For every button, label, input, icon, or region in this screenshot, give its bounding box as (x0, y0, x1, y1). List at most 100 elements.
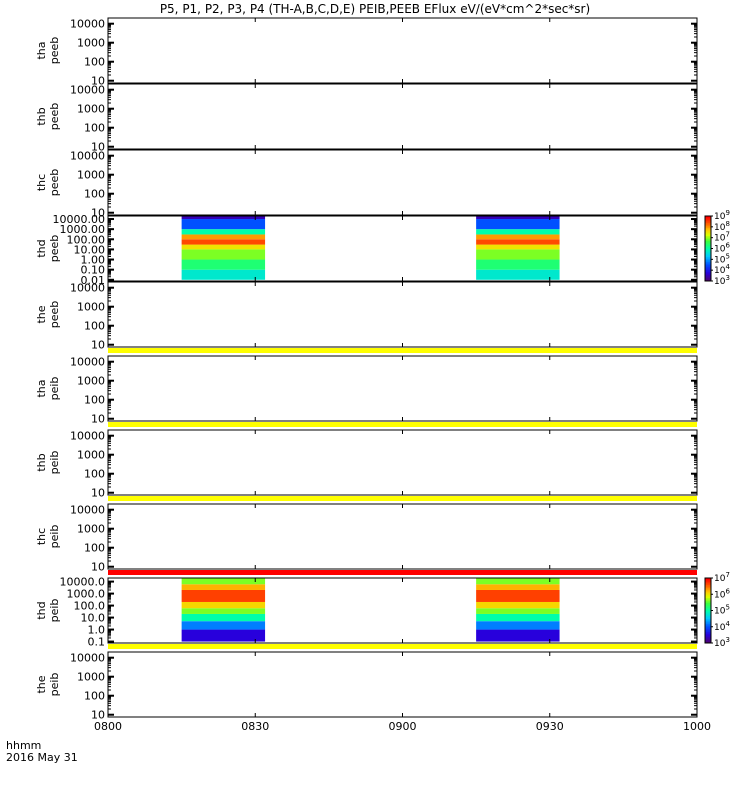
panel-thd-peib-colorbar-step (705, 610, 711, 613)
panel-thd-peib-probe-label: thd (35, 601, 48, 619)
panel-thd-peib-colorbar-step (705, 638, 711, 641)
panel-thd-peeb-block-1-band-8 (181, 219, 266, 230)
panel-thd-peeb-colorbar-step (705, 246, 711, 249)
panel-thd-peeb-colorbar-step (705, 229, 711, 232)
panel-thd-peib-colorbar-label: 104 (714, 620, 730, 633)
xtick-label: 0930 (536, 720, 564, 733)
panel-tha-peib-ytick-label: 1000 (77, 375, 105, 388)
panel-thb-peeb-frame (107, 83, 698, 150)
panel-thd-peeb-block-2-band-3 (476, 249, 560, 260)
panel-thb-peeb-ytick-label: 10000 (70, 84, 105, 97)
panel-thd-peeb-colorbar-step (705, 271, 711, 274)
panel-thd-peib-ytick-label: 1.0 (88, 624, 106, 637)
panel-thd-peeb-ytick-label: 1000.00 (60, 223, 106, 236)
panel-thd-peeb-ytick-label: 100.00 (67, 233, 106, 246)
panel-thd-peib-colorbar-step (705, 582, 711, 585)
panel-the-peeb-ytick-label: 10000 (70, 282, 105, 295)
date-label: 2016 May 31 (6, 751, 78, 764)
panel-thd-peeb-block-2-band-4 (476, 244, 560, 250)
panel-thd-peeb-block-1-band-2 (181, 259, 266, 270)
panel-thd-peib-colorbar-label: 105 (714, 604, 730, 617)
panel-thc-peib-ytick-label: 1000 (77, 523, 105, 536)
panel-the-peeb-product-label: peeb (48, 301, 61, 329)
panel-thd-peib-colorbar-step (705, 625, 711, 628)
panel-thd-peib-block-1-band-4 (181, 608, 266, 614)
xtick-label: 0830 (241, 720, 269, 733)
panel-thd-peib-colorbar-label: 107 (714, 571, 730, 584)
panel-thd-peeb-block-2-band-5 (476, 239, 560, 245)
panel-thd-peeb-colorbar-label: 103 (714, 274, 730, 287)
panel-thd-peeb-colorbar-step (705, 248, 711, 251)
panel-thd-peeb-colorbar-step (705, 233, 711, 236)
panel-thd-peib-colorbar-step (705, 613, 711, 616)
panel-thd-peeb-colorbar-step (705, 219, 711, 222)
panel-thd-peeb-colorbar-step (705, 250, 711, 253)
panel-thc-peeb-ytick-label: 1000 (77, 169, 105, 182)
panel-thd-peib-colorbar-step (705, 620, 711, 623)
panel-thd-peib-colorbar-step (705, 597, 711, 600)
panel-thd-peib-colorbar-step (705, 600, 711, 603)
panel-thb-peeb-product-label: peeb (48, 103, 61, 131)
panel-thd-peib-block-2-band-1 (476, 629, 560, 642)
panel-thb-peeb-ytick-label: 10 (91, 141, 105, 154)
panel-thd-peeb-colorbar-step (705, 232, 711, 235)
panel-thb-peib-probe-label: thb (35, 453, 48, 471)
panel-thd-peib-colorbar-step (705, 626, 711, 629)
panel-thb-peib-ytick-label: 1000 (77, 449, 105, 462)
panel-thd-peeb-colorbar-label: 108 (714, 220, 730, 233)
panel-thd-peib-colorbar-step (705, 618, 711, 621)
panel-thd-peeb-colorbar-step (705, 268, 711, 271)
panel-thd-peib-colorbar-step (705, 589, 711, 592)
panel-thd-peib-colorbar-step (705, 608, 711, 611)
panel-thd-peeb-ytick-label: 1.00 (81, 254, 106, 267)
panel-thd-peeb-block-2-band-8 (476, 219, 560, 230)
panel-thd-peib-block-2-band-6 (476, 589, 560, 602)
panel-thd-peib-ytick-label: 100.0 (74, 600, 106, 613)
panel-thd-peeb-colorbar-label: 106 (714, 242, 730, 255)
panel-thd-peeb-colorbar-step (705, 217, 711, 220)
panel-thd-peib-colorbar-step (705, 581, 711, 584)
panel-thd-peeb-colorbar-label: 107 (714, 231, 730, 244)
panel-thd-peib-colorbar-step (705, 628, 711, 631)
panel-thd-peib-block-2-band-5 (476, 601, 560, 609)
panel-thb-peib-ytick-label: 10 (91, 487, 105, 500)
panel-thd-peeb-colorbar-step (705, 245, 711, 248)
panel-thc-peib-status-bar (108, 570, 697, 575)
panel-tha-peeb-frame (107, 17, 698, 84)
panel-thd-peeb-ytick-label: 0.10 (81, 264, 106, 277)
panel-thd-peeb-colorbar-step (705, 261, 711, 264)
panel-thd-peeb-colorbar-step (705, 266, 711, 269)
panel-tha-peeb-ytick-label: 10 (91, 75, 105, 88)
panel-thd-peeb-colorbar-step (705, 269, 711, 272)
panel-thd-peib-colorbar-step (705, 591, 711, 594)
panel-thd-peeb-product-label: peeb (48, 235, 61, 263)
panel-thd-peeb-block-2-band-9 (476, 216, 560, 220)
panel-thd-peeb-block-2-band-7 (476, 229, 560, 235)
panel-thd-peeb-colorbar-step (705, 259, 711, 262)
panel-thd-peib-colorbar-step (705, 584, 711, 587)
panel-thd-peib-block-2-band-4 (476, 608, 560, 614)
panel-thd-peib-colorbar-label: 103 (714, 636, 730, 649)
panel-thd-peib-colorbar-step (705, 615, 711, 618)
panel-thc-peeb-ytick-label: 10 (91, 207, 105, 220)
panel-thd-peib-colorbar-step (705, 578, 711, 581)
panel-tha-peib-ytick-label: 10 (91, 413, 105, 426)
panel-thb-peeb-ytick-label: 1000 (77, 103, 105, 116)
panel-thd-peib-colorbar-step (705, 617, 711, 620)
panel-the-peib-ytick-label: 10 (91, 709, 105, 722)
panel-thd-peib-ytick-label: 10000.0 (60, 576, 106, 589)
panel-thd-peib-ytick-label: 0.1 (88, 636, 106, 649)
panel-thd-peib-block-1-band-1 (181, 629, 266, 642)
panel-thd-peeb-block-1-band-6 (181, 234, 266, 240)
panel-thb-peeb-ytick-label: 100 (84, 122, 105, 135)
panel-the-peib-ytick-label: 10000 (70, 652, 105, 665)
panel-thd-peeb-colorbar-step (705, 222, 711, 225)
panel-thb-peib-ytick-label: 100 (84, 468, 105, 481)
panel-thd-peib-colorbar-step (705, 594, 711, 597)
panel-thd-peib-product-label: peib (48, 599, 61, 623)
panel-thd-peib-block-1-band-8 (181, 578, 266, 585)
panel-thd-peib-colorbar-step (705, 587, 711, 590)
panel-thd-peeb-ytick-label: 0.01 (81, 274, 106, 287)
panel-thd-peib-colorbar-step (705, 636, 711, 639)
